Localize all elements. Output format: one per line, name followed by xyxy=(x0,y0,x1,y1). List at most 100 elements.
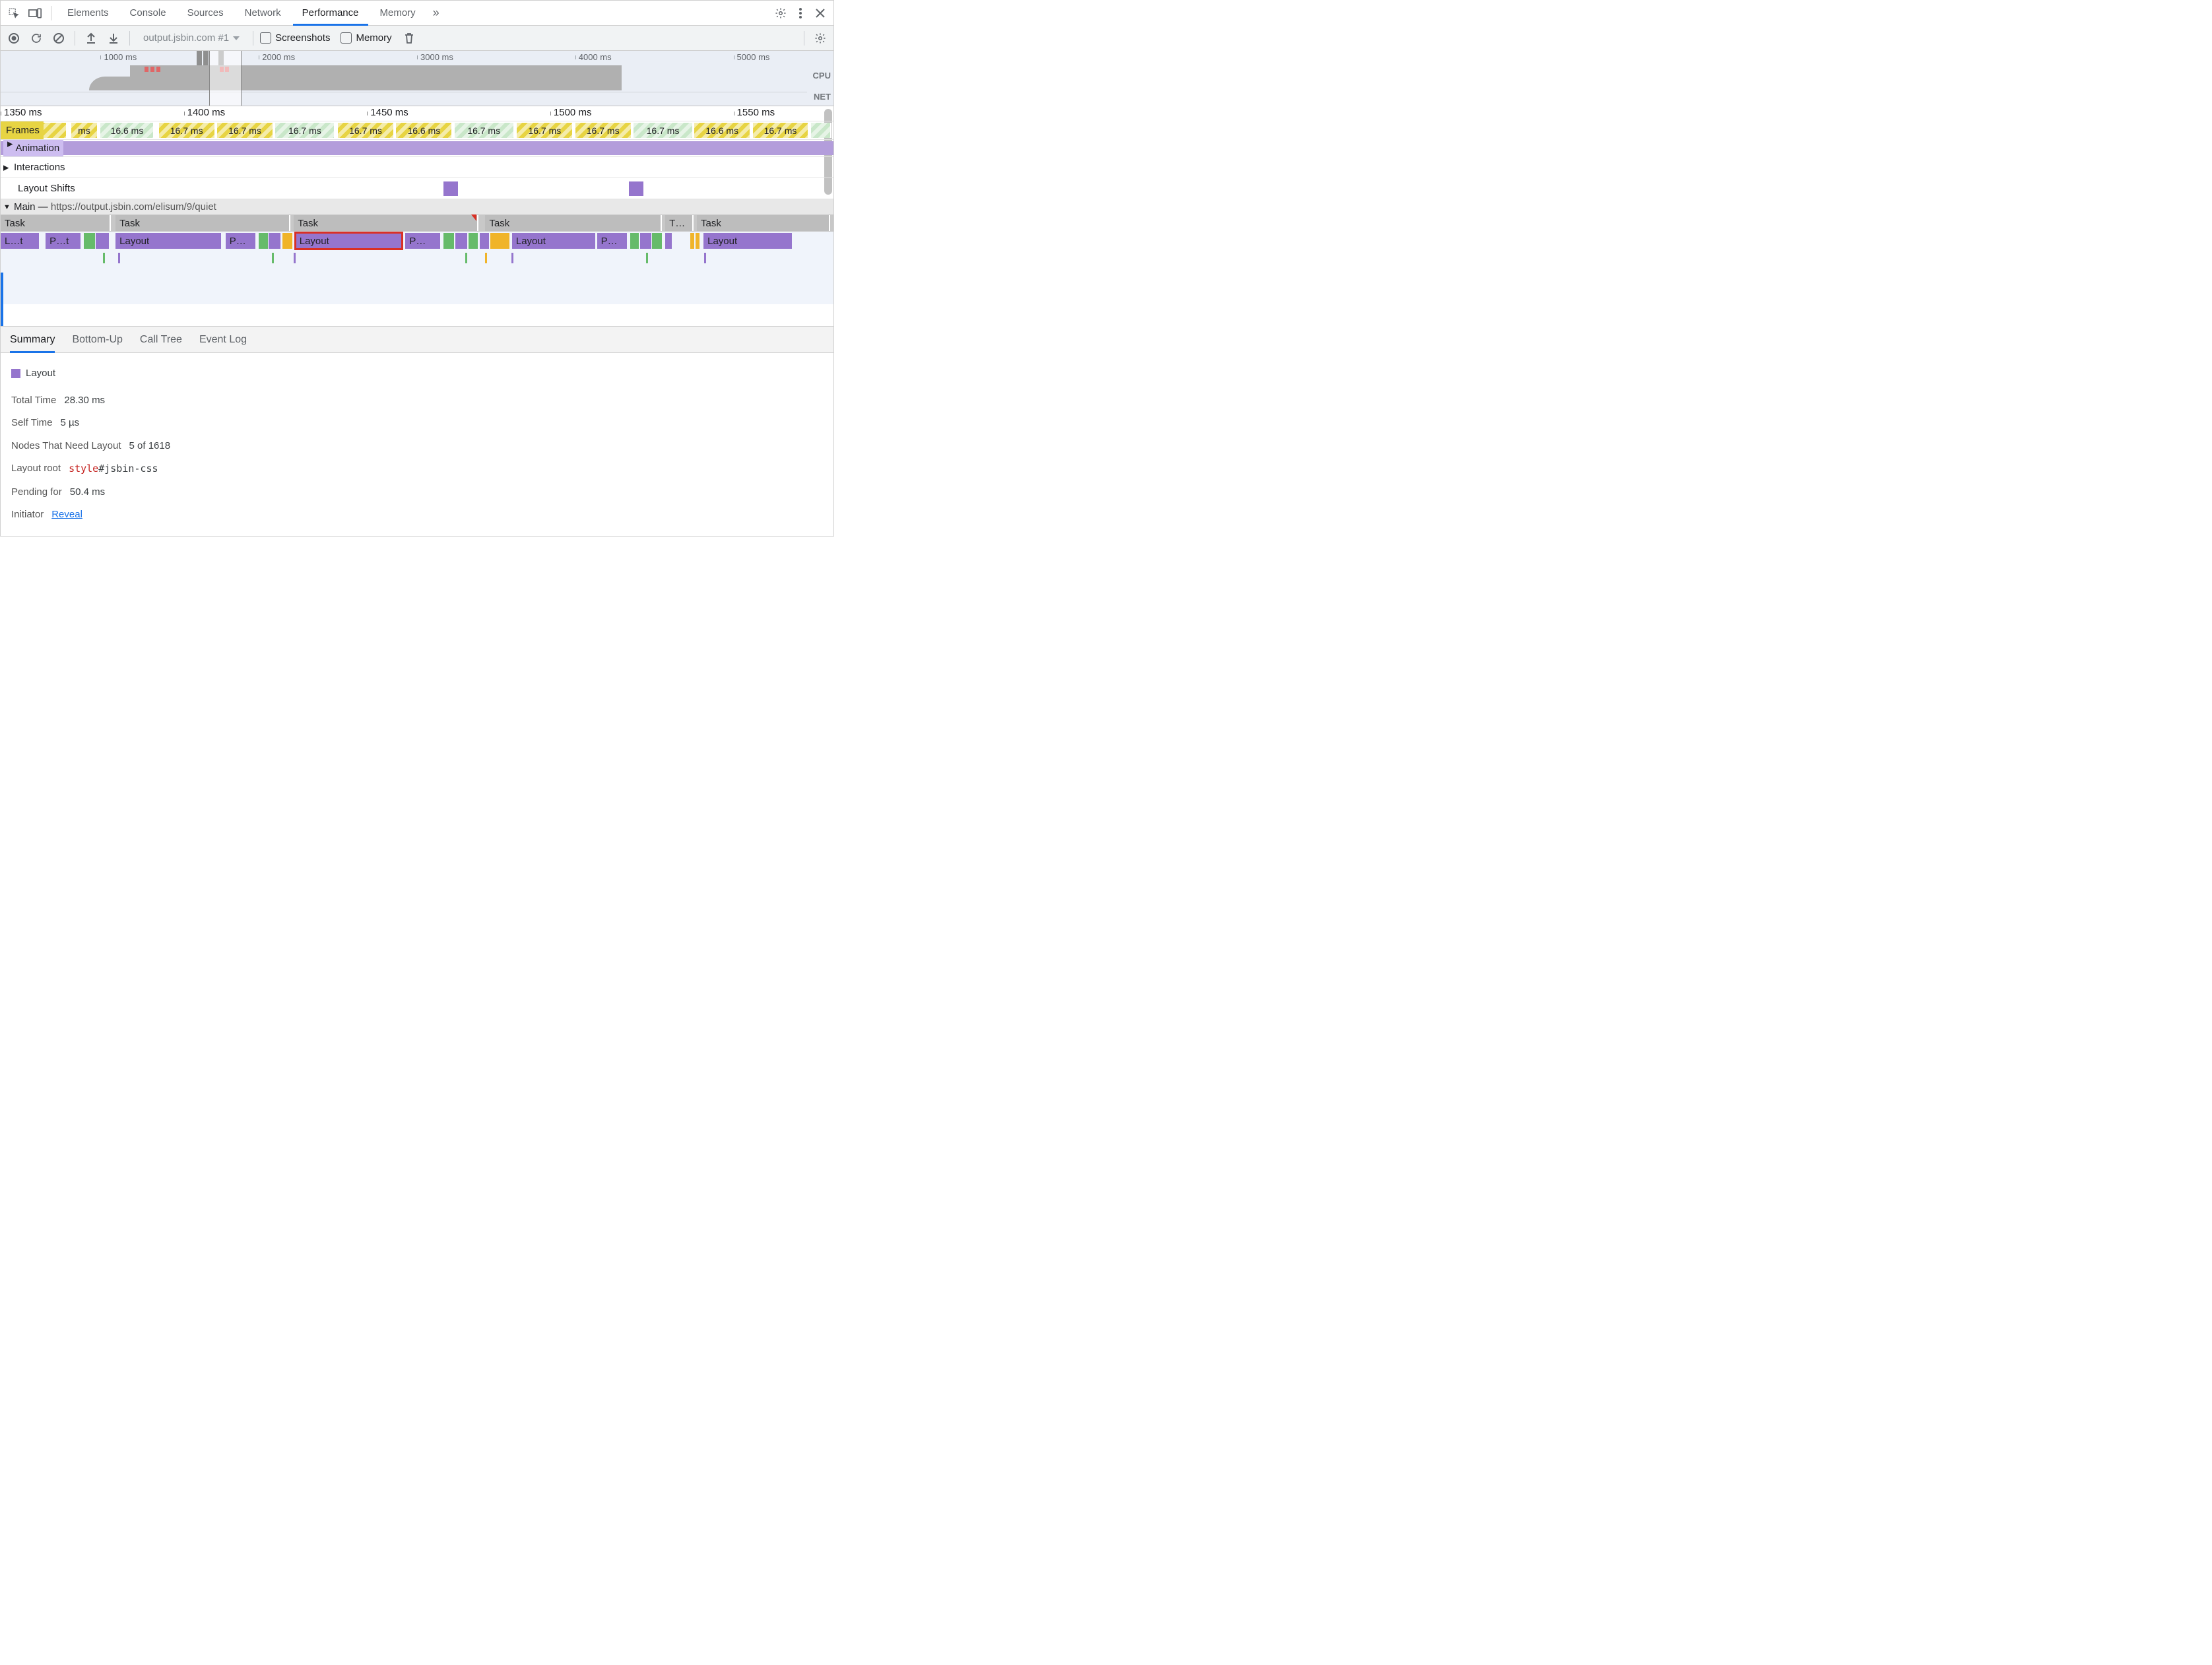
spark-mark xyxy=(646,253,648,263)
frame-segment[interactable]: 16.7 ms xyxy=(455,123,515,138)
flame-segment[interactable] xyxy=(630,233,639,249)
frame-segment[interactable]: 16.7 ms xyxy=(275,123,335,138)
tab-network[interactable]: Network xyxy=(236,1,290,26)
frame-segment[interactable]: 16.7 ms xyxy=(753,123,810,138)
tab-console[interactable]: Console xyxy=(121,1,176,26)
flame-segment[interactable]: Layout xyxy=(703,233,792,249)
frame-segment[interactable]: 16.7 ms xyxy=(217,123,274,138)
overview-red-mark xyxy=(145,67,148,72)
overview-ruler: 1000 ms2000 ms3000 ms4000 ms5000 ms xyxy=(1,51,833,65)
flame-segment[interactable]: P… xyxy=(597,233,627,249)
frame-segment[interactable] xyxy=(811,123,832,138)
trash-icon[interactable] xyxy=(400,29,418,48)
reveal-link[interactable]: Reveal xyxy=(51,504,82,527)
frame-segment[interactable]: 16.7 ms xyxy=(338,123,395,138)
total-time-value: 28.30 ms xyxy=(64,389,105,412)
task-segment[interactable]: Task xyxy=(697,215,830,231)
layout-shifts-track[interactable]: Layout Shifts xyxy=(1,178,833,199)
layout-shift-mark[interactable] xyxy=(629,181,643,196)
more-tabs-chevron[interactable]: » xyxy=(428,6,445,20)
tab-sources[interactable]: Sources xyxy=(178,1,233,26)
flame-segment[interactable] xyxy=(665,233,672,249)
flame-segment[interactable] xyxy=(696,233,699,249)
interactions-track[interactable]: ▶ Interactions xyxy=(1,156,833,178)
frame-segment[interactable]: 16.7 ms xyxy=(517,123,573,138)
flame-segment[interactable] xyxy=(490,233,509,249)
layout-shift-mark[interactable] xyxy=(443,181,458,196)
task-segment[interactable]: Task xyxy=(485,215,662,231)
animation-track[interactable]: ▶ Animation xyxy=(1,139,833,156)
frame-segment[interactable]: ms xyxy=(71,123,98,138)
flame-segment[interactable] xyxy=(259,233,268,249)
task-segment[interactable]: Task xyxy=(115,215,290,231)
overview-grey-mark xyxy=(203,51,209,65)
memory-checkbox[interactable]: Memory xyxy=(341,32,391,44)
settings-gear-icon[interactable] xyxy=(771,4,790,22)
task-segment[interactable]: Task xyxy=(294,215,478,231)
reload-record-button[interactable] xyxy=(27,29,46,48)
tab-memory[interactable]: Memory xyxy=(371,1,425,26)
tab-performance[interactable]: Performance xyxy=(293,1,368,26)
screenshots-checkbox[interactable]: Screenshots xyxy=(260,32,330,44)
flame-segment[interactable] xyxy=(282,233,292,249)
task-row[interactable]: TaskTaskTaskTaskT…Task xyxy=(1,214,833,232)
flame-segment[interactable] xyxy=(84,233,94,249)
flame-segment[interactable] xyxy=(480,233,489,249)
detail-tab-call-tree[interactable]: Call Tree xyxy=(140,327,182,353)
checkbox-box xyxy=(341,32,352,44)
flame-segment[interactable]: Layout xyxy=(296,233,403,249)
frame-segment[interactable]: 16.6 ms xyxy=(694,123,751,138)
inspect-icon[interactable] xyxy=(5,4,23,22)
flame-segment[interactable]: P… xyxy=(405,233,440,249)
kebab-menu-icon[interactable] xyxy=(791,4,810,22)
flame-segment[interactable]: Layout xyxy=(512,233,595,249)
clear-button[interactable] xyxy=(49,29,68,48)
task-segment[interactable]: Task xyxy=(1,215,111,231)
download-icon[interactable] xyxy=(104,29,123,48)
tab-elements[interactable]: Elements xyxy=(58,1,118,26)
chevron-down-icon xyxy=(233,36,240,40)
recording-selector[interactable]: output.jsbin.com #1 xyxy=(137,30,246,46)
task-segment[interactable]: T… xyxy=(665,215,694,231)
animation-track-header[interactable]: ▶ Animation xyxy=(3,140,63,156)
frame-segment[interactable]: 16.7 ms xyxy=(159,123,216,138)
flame-segment[interactable] xyxy=(469,233,478,249)
flame-segment[interactable] xyxy=(652,233,662,249)
flamechart-panel[interactable]: 1350 ms1400 ms1450 ms1500 ms1550 ms Fram… xyxy=(1,106,833,327)
flame-segment[interactable]: L…t xyxy=(1,233,39,249)
layout-shifts-label: Layout Shifts xyxy=(1,178,79,199)
overview-tick: 5000 ms xyxy=(734,52,770,62)
overview-timeline[interactable]: 1000 ms2000 ms3000 ms4000 ms5000 ms CPU … xyxy=(1,51,833,106)
self-time-key: Self Time xyxy=(11,412,53,435)
flame-segment[interactable]: P…t xyxy=(46,233,81,249)
main-track-header[interactable]: ▼ Main — https://output.jsbin.com/elisum… xyxy=(1,199,833,214)
flame-row[interactable]: L…tP…tLayoutP…LayoutP…LayoutP…Layout xyxy=(1,232,833,250)
record-button[interactable] xyxy=(5,29,23,48)
flame-segment[interactable]: P… xyxy=(226,233,255,249)
frames-track[interactable]: Frames msms16.6 ms16.7 ms16.7 ms16.7 ms1… xyxy=(1,121,833,139)
long-task-indicator-icon xyxy=(471,214,476,221)
flame-segment[interactable] xyxy=(443,233,453,249)
flame-segment[interactable] xyxy=(269,233,280,249)
overview-selection[interactable] xyxy=(209,51,242,106)
flame-segment[interactable]: Layout xyxy=(115,233,221,249)
device-toggle-icon[interactable] xyxy=(26,4,44,22)
panel-settings-icon[interactable] xyxy=(811,29,830,48)
frame-segment[interactable]: 16.6 ms xyxy=(396,123,453,138)
flame-segment[interactable] xyxy=(690,233,694,249)
flame-segment[interactable] xyxy=(96,233,109,249)
overview-red-mark xyxy=(156,67,160,72)
pending-key: Pending for xyxy=(11,481,62,504)
detail-tab-event-log[interactable]: Event Log xyxy=(199,327,247,353)
upload-icon[interactable] xyxy=(82,29,100,48)
frame-segment[interactable]: 16.6 ms xyxy=(100,123,154,138)
layout-root-tag: style xyxy=(69,463,98,474)
frame-segment[interactable]: 16.7 ms xyxy=(634,123,694,138)
flame-segment[interactable] xyxy=(455,233,467,249)
detail-tab-summary[interactable]: Summary xyxy=(10,327,55,353)
frame-segment[interactable]: 16.7 ms xyxy=(575,123,632,138)
flame-segment[interactable] xyxy=(640,233,651,249)
close-icon[interactable] xyxy=(811,4,830,22)
detail-tab-bottom-up[interactable]: Bottom-Up xyxy=(72,327,122,353)
disclosure-triangle-icon: ▶ xyxy=(7,140,13,148)
